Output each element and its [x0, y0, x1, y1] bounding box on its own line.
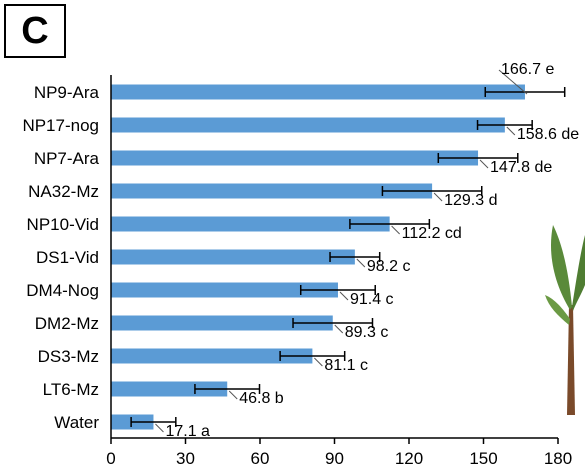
data-label-lt6-mz: 46.8 b	[239, 390, 284, 407]
category-label-na32-mz: NA32-Mz	[28, 182, 99, 201]
data-label-water: 17.1 a	[165, 423, 210, 440]
label-leader-dm4-nog	[339, 291, 349, 301]
plant-photo-fragment	[545, 225, 585, 415]
label-leader-ds3-mz	[314, 357, 323, 367]
label-leader-np9-ara	[498, 69, 528, 95]
bar-ds3-mz	[111, 348, 313, 364]
label-leader-ds1-vid	[356, 258, 366, 268]
category-label-water: Water	[54, 413, 99, 432]
data-label-na32-mz: 129.3 d	[444, 192, 497, 209]
bar-np10-vid	[111, 216, 390, 232]
data-label-dm4-nog: 91.4 c	[350, 291, 394, 308]
category-label-np7-ara: NP7-Ara	[34, 149, 100, 168]
data-label-np17-nog: 158.6 de	[517, 126, 579, 143]
category-label-ds1-vid: DS1-Vid	[36, 248, 99, 267]
x-tick-label-120: 120	[395, 449, 423, 468]
x-tick-label-150: 150	[469, 449, 497, 468]
data-label-np7-ara: 147.8 de	[490, 159, 552, 176]
bar-dm4-nog	[111, 282, 338, 298]
category-label-dm4-nog: DM4-Nog	[26, 281, 99, 300]
bar-lt6-mz	[111, 381, 228, 397]
category-label-np9-ara: NP9-Ara	[34, 83, 100, 102]
data-label-dm2-mz: 89.3 c	[345, 324, 389, 341]
label-leader-np10-vid	[391, 225, 400, 235]
label-leader-dm2-mz	[334, 324, 344, 334]
bar-na32-mz	[111, 183, 433, 199]
label-leader-np7-ara	[479, 159, 489, 169]
category-label-np10-vid: NP10-Vid	[27, 215, 99, 234]
data-label-ds3-mz: 81.1 c	[324, 357, 368, 374]
x-tick-label-30: 30	[176, 449, 195, 468]
x-tick-label-60: 60	[251, 449, 270, 468]
x-tick-label-180: 180	[544, 449, 572, 468]
bar-np17-nog	[111, 117, 505, 133]
panel-label: C	[4, 4, 66, 58]
bar-ds1-vid	[111, 249, 355, 265]
category-label-np17-nog: NP17-nog	[22, 116, 99, 135]
category-label-lt6-mz: LT6-Mz	[43, 380, 99, 399]
data-label-np9-ara: 166.7 e	[501, 61, 554, 78]
data-label-ds1-vid: 98.2 c	[367, 258, 411, 275]
label-leader-water	[155, 423, 164, 433]
category-label-ds3-mz: DS3-Mz	[38, 347, 99, 366]
label-leader-na32-mz	[433, 192, 443, 202]
bar-np9-ara	[111, 84, 525, 100]
label-leader-lt6-mz	[228, 390, 238, 400]
bar-np7-ara	[111, 150, 479, 166]
label-leader-np17-nog	[506, 126, 516, 136]
data-label-np10-vid: 112.2 cd	[402, 225, 462, 242]
category-label-dm2-mz: DM2-Mz	[35, 314, 99, 333]
x-tick-label-90: 90	[325, 449, 344, 468]
bar-dm2-mz	[111, 315, 333, 331]
x-tick-label-0: 0	[106, 449, 115, 468]
